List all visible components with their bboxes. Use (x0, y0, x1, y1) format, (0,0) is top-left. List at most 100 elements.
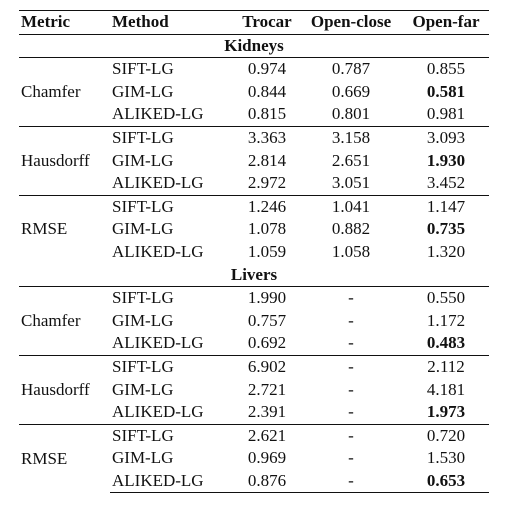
section-title: Kidneys (19, 34, 489, 59)
open-far-cell: 2.112 (403, 354, 489, 379)
open-far-cell: 0.581 (426, 81, 466, 101)
open-far-cell: 3.093 (403, 125, 489, 150)
trocar-cell: 1.246 (235, 194, 299, 219)
section-title: Livers (19, 263, 489, 288)
open-close-cell: - (299, 469, 403, 494)
table-row: GIM-LG 0.969 - 1.530 (19, 447, 489, 470)
table-row: RMSE SIFT-LG 2.621-0.720 (19, 423, 489, 493)
table-row: Chamfer SIFT-LG 1.990 - 0.550 (19, 287, 489, 330)
trocar-cell: 2.814 (247, 150, 287, 170)
method-cell: SIFT-LG (112, 59, 174, 79)
trocar-cell: 1.059 (247, 241, 287, 261)
section-row: Kidneys (19, 34, 489, 59)
table-row: ALIKED-LG 2.391 - 1.973 (19, 401, 489, 424)
method-cell: ALIKED-LG (112, 402, 204, 422)
table-row: Hausdorff SIFT-LG 6.902-2.112 (19, 354, 489, 425)
trocar-cell: 3.363 (235, 125, 299, 150)
open-close-cell: - (299, 423, 403, 448)
method-cell: SIFT-LG (112, 288, 174, 308)
trocar-cell: 0.974 (247, 59, 287, 79)
trocar-cell: 0.757 (247, 310, 287, 330)
method-cell: ALIKED-LG (112, 173, 204, 193)
table-row: GIM-LG 0.757 - 1.172 (19, 310, 489, 333)
trocar-cell: 0.815 (247, 104, 287, 124)
section-row: Livers (19, 263, 489, 288)
method-cell: GIM-LG (112, 81, 174, 101)
table-row: ALIKED-LG 1.059 1.058 1.320 (19, 241, 489, 264)
table-row: GIM-LG 2.814 2.651 1.930 (19, 150, 489, 173)
open-far-cell: 0.981 (426, 104, 466, 124)
method-cell: SIFT-LG (110, 354, 235, 379)
method-cell: ALIKED-LG (112, 241, 204, 261)
open-close-cell: - (348, 402, 354, 422)
open-far-cell: 3.452 (426, 173, 466, 193)
open-far-cell: 0.855 (426, 59, 466, 79)
open-far-cell: 0.550 (426, 288, 466, 308)
open-close-cell: - (348, 333, 354, 353)
open-far-cell: 4.181 (426, 379, 466, 399)
trocar-cell: 2.621 (235, 423, 299, 448)
header-open-close: Open-close (299, 10, 403, 35)
open-close-cell: 0.882 (331, 219, 371, 239)
open-far-cell: 1.320 (426, 241, 466, 261)
header-trocar: Trocar (235, 10, 299, 35)
table-row: GIM-LG 2.721 - 4.181 (19, 379, 489, 402)
header-open-far: Open-far (403, 10, 489, 35)
open-close-cell: 3.158 (299, 125, 403, 150)
trocar-cell: 2.391 (247, 402, 287, 422)
table-row: Chamfer SIFT-LG 0.974 0.787 0.855 (19, 58, 489, 101)
table-body: Kidneys Chamfer SIFT-LG 0.974 0.787 0.855 GIM-… (19, 34, 489, 494)
open-far-cell: 1.930 (426, 150, 466, 170)
open-far-cell: 1.172 (426, 310, 466, 330)
table-row: ALIKED-LG 0.692 - 0.483 (19, 332, 489, 355)
table-row: ALIKED-LG 2.972 3.051 3.452 (19, 172, 489, 195)
method-cell: SIFT-LG (110, 125, 235, 150)
results-table-container: Metric Method Trocar Open-close Open-far… (19, 10, 489, 494)
table-row: GIM-LG 0.844 0.669 0.581 (19, 81, 489, 104)
trocar-cell: 1.990 (247, 288, 287, 308)
metric-cell: RMSE (19, 423, 110, 493)
trocar-cell: 0.876 (235, 469, 299, 494)
open-far-cell: 1.973 (426, 402, 466, 422)
open-close-cell: - (348, 379, 354, 399)
trocar-cell: 1.078 (247, 219, 287, 239)
trocar-cell: 0.692 (247, 333, 287, 353)
table-row: ALIKED-LG 0.876-0.653 (19, 469, 489, 494)
header-method: Method (110, 10, 235, 35)
method-cell: GIM-LG (112, 379, 174, 399)
open-far-cell: 0.653 (403, 469, 489, 494)
method-cell: GIM-LG (112, 448, 174, 468)
open-close-cell: 0.669 (331, 81, 371, 101)
metric-cell: Hausdorff (19, 125, 110, 196)
trocar-cell: 6.902 (235, 354, 299, 379)
open-close-cell: 3.051 (331, 173, 371, 193)
method-cell: GIM-LG (112, 219, 174, 239)
results-table: Metric Method Trocar Open-close Open-far… (19, 10, 489, 494)
header-metric: Metric (19, 10, 110, 35)
open-close-cell: 0.787 (331, 59, 371, 79)
open-close-cell: - (348, 288, 354, 308)
header-row: Metric Method Trocar Open-close Open-far (19, 10, 489, 35)
table-row: Hausdorff SIFT-LG 3.363 3.158 3.093 (19, 125, 489, 196)
open-close-cell: - (348, 310, 354, 330)
trocar-cell: 0.844 (247, 81, 287, 101)
open-close-cell: - (299, 354, 403, 379)
open-close-cell: 1.058 (331, 241, 371, 261)
open-close-cell: 1.041 (299, 194, 403, 219)
method-cell: GIM-LG (112, 150, 174, 170)
trocar-cell: 0.969 (247, 448, 287, 468)
method-cell: GIM-LG (112, 310, 174, 330)
method-cell: ALIKED-LG (112, 104, 204, 124)
trocar-cell: 2.721 (247, 379, 287, 399)
open-far-cell: 1.530 (426, 448, 466, 468)
metric-cell: Chamfer (21, 81, 81, 101)
open-far-cell: 0.483 (426, 333, 466, 353)
method-cell: SIFT-LG (110, 194, 235, 219)
open-far-cell: 0.720 (403, 423, 489, 448)
open-close-cell: 0.801 (331, 104, 371, 124)
trocar-cell: 2.972 (247, 173, 287, 193)
open-close-cell: 2.651 (331, 150, 371, 170)
metric-cell: Chamfer (21, 310, 81, 330)
method-cell: SIFT-LG (110, 423, 235, 448)
open-close-cell: - (348, 448, 354, 468)
